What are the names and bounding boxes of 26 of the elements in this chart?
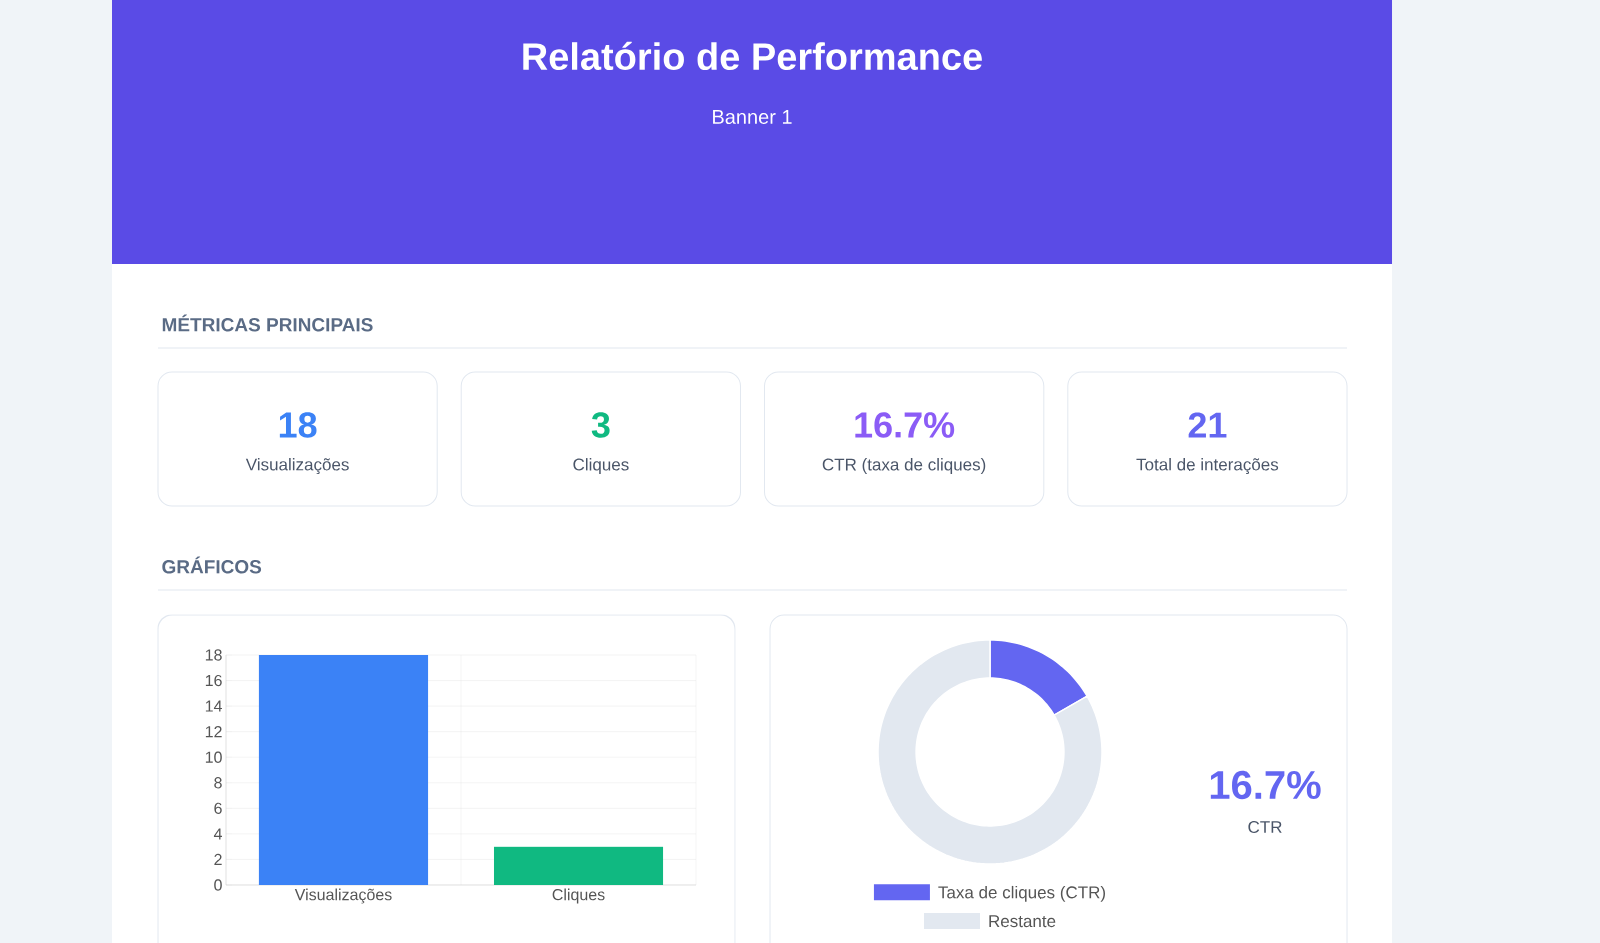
text: GRÁFICOS	[162, 556, 262, 574]
text: CTR (taxa de cliques)	[822, 458, 986, 474]
legend-label: Restante	[989, 915, 1056, 928]
y-tick-label: 10	[205, 751, 222, 763]
text: Banner 1	[713, 110, 792, 124]
y-tick-label: 0	[214, 879, 222, 891]
text: 16.7%	[1210, 770, 1321, 800]
text: 21	[1188, 412, 1227, 438]
y-tick-label: 6	[214, 802, 222, 814]
y-tick-label: 16	[205, 674, 222, 687]
text: 16.7%	[855, 412, 955, 438]
y-tick-label: 12	[205, 726, 222, 738]
text: Relatório de Performance	[523, 41, 982, 71]
text: Total de interações	[1136, 458, 1279, 474]
text: MÉTRICAS PRINCIPAIS	[162, 314, 373, 332]
y-tick-label: 2	[214, 853, 222, 866]
y-tick-label: 4	[213, 828, 222, 840]
y-tick-label: 8	[214, 777, 222, 789]
text: Cliques	[573, 458, 629, 474]
text: 3	[591, 412, 610, 438]
legend-label: Taxa de cliques (CTR)	[938, 885, 1106, 902]
text: 18	[279, 412, 317, 438]
text: Visualizações	[245, 458, 349, 474]
y-tick-label: 18	[205, 649, 222, 661]
text: CTR	[1248, 820, 1282, 834]
y-tick-label: 14	[205, 700, 222, 712]
